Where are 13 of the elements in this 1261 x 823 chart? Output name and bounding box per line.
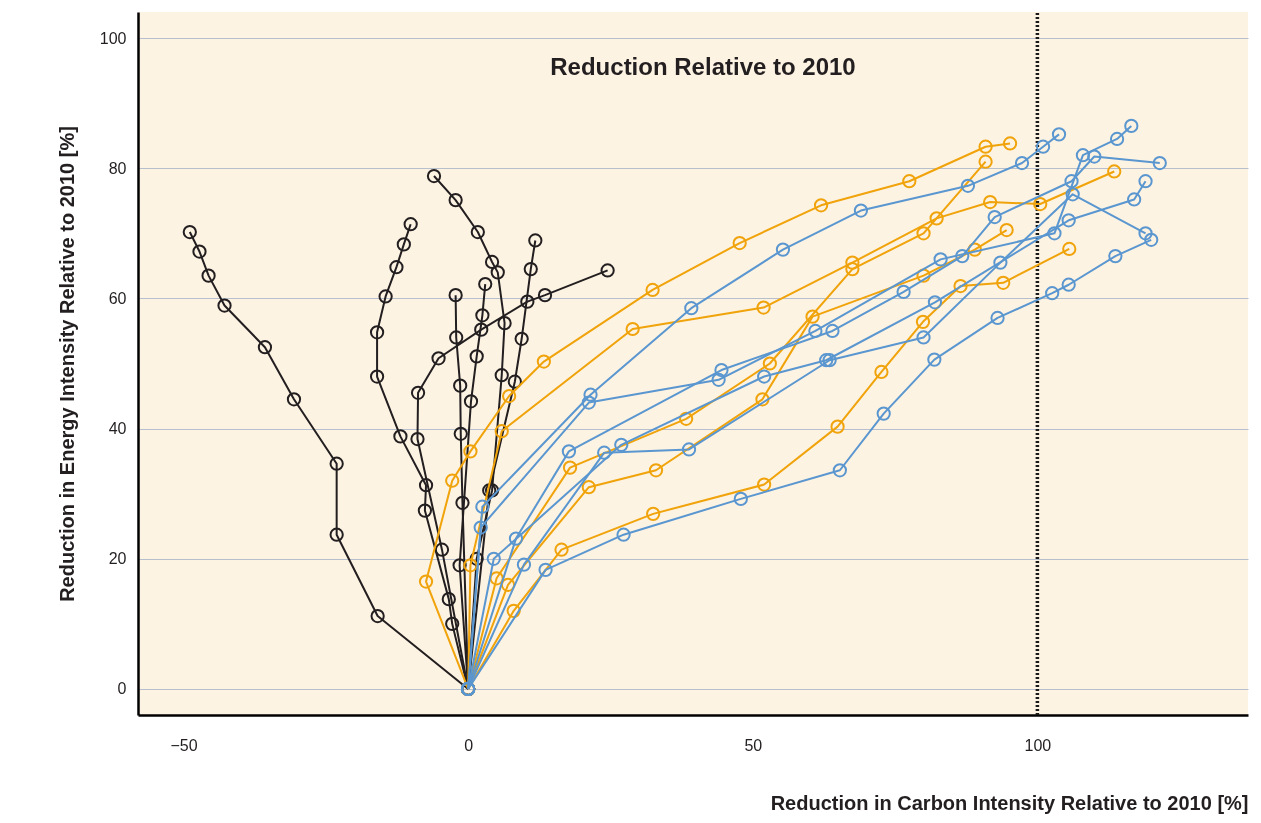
text: Reduction Relative to 2010 <box>550 53 856 81</box>
x-tick-label: 100 <box>1024 736 1052 754</box>
y-tick-label: 80 <box>108 159 127 177</box>
y-tick-label: 40 <box>108 420 127 438</box>
y-tick-label: 20 <box>108 550 127 568</box>
x-tick-label: −50 <box>170 736 198 754</box>
y-axis-title: Reduction in Energy Intensity Relative to 2010 [%] <box>55 126 78 602</box>
x-tick-label: 50 <box>744 736 763 754</box>
x-tick-label: 0 <box>464 736 474 754</box>
y-tick-label: 0 <box>117 680 127 698</box>
x-axis-title: Reduction in Carbon Intensity Relative to 2010 [%] <box>770 791 1249 814</box>
y-tick-label: 100 <box>99 29 127 47</box>
y-tick-label: 60 <box>108 289 127 307</box>
